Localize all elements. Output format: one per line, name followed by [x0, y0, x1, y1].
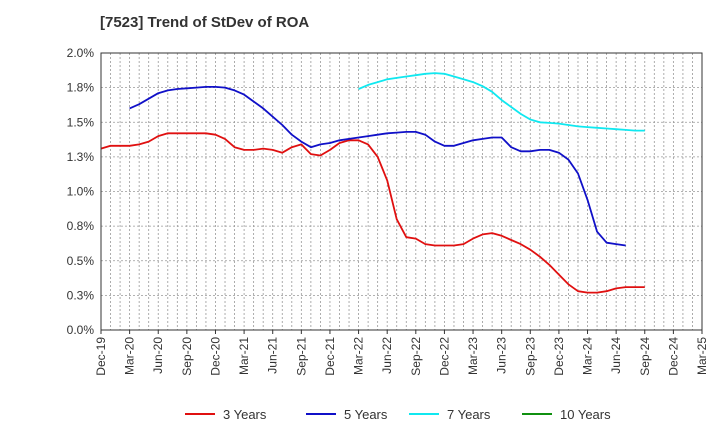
- x-tick-label: Sep-22: [409, 337, 423, 376]
- series-line-5-years: [129, 86, 626, 247]
- x-tick-label: Mar-24: [581, 337, 595, 375]
- legend-label: 7 Years: [447, 407, 491, 422]
- y-tick-label: 0.8%: [67, 219, 95, 233]
- x-tick-label: Dec-19: [94, 337, 108, 376]
- y-tick-label: 1.0%: [67, 185, 95, 199]
- x-tick-label: Jun-22: [380, 337, 394, 374]
- x-tick-label: Jun-21: [266, 337, 280, 374]
- x-tick-label: Mar-20: [123, 337, 137, 375]
- x-tick-label: Sep-23: [523, 337, 537, 376]
- x-tick-label: Mar-23: [466, 337, 480, 375]
- y-tick-label: 1.3%: [67, 150, 95, 164]
- x-tick-label: Dec-21: [323, 337, 337, 376]
- x-tick-label: Dec-22: [437, 337, 451, 376]
- chart-title: [7523] Trend of StDev of ROA: [100, 14, 310, 31]
- legend-layer: 3 Years 5 Years 7 Years 10 Years: [185, 407, 611, 422]
- x-tick-label: Jun-23: [495, 337, 509, 374]
- x-tick-label: Mar-25: [695, 337, 709, 375]
- y-tick-label: 1.5%: [67, 115, 95, 129]
- x-tick-label: Dec-24: [666, 337, 680, 376]
- y-tick-label: 1.8%: [67, 81, 95, 95]
- x-tick-label: Dec-23: [552, 337, 566, 376]
- legend-label: 3 Years: [223, 407, 267, 422]
- axis-layer: 0.0% 0.3% 0.5% 0.8% 1.0% 1.3% 1.5% 1.8% 2.0% Dec-…: [67, 46, 709, 376]
- grid-layer: [101, 53, 702, 330]
- series-layer: [100, 72, 645, 294]
- x-tick-label: Mar-22: [352, 337, 366, 375]
- y-tick-label: 0.5%: [67, 254, 95, 268]
- x-tick-label: Jun-24: [609, 337, 623, 374]
- legend-label: 5 Years: [344, 407, 388, 422]
- series-line-3-years: [100, 132, 645, 294]
- series-line-7-years: [358, 72, 645, 132]
- x-tick-label: Sep-21: [294, 337, 308, 376]
- y-tick-label: 2.0%: [67, 46, 95, 60]
- x-tick-label: Jun-20: [151, 337, 165, 374]
- y-tick-label: 0.0%: [67, 323, 95, 337]
- x-tick-label: Dec-20: [208, 337, 222, 376]
- x-tick-label: Sep-20: [180, 337, 194, 376]
- x-tick-label: Mar-21: [237, 337, 251, 375]
- x-tick-label: Sep-24: [638, 337, 652, 376]
- legend-label: 10 Years: [560, 407, 611, 422]
- y-tick-label: 0.3%: [67, 288, 95, 302]
- plot-frame: [100, 52, 703, 331]
